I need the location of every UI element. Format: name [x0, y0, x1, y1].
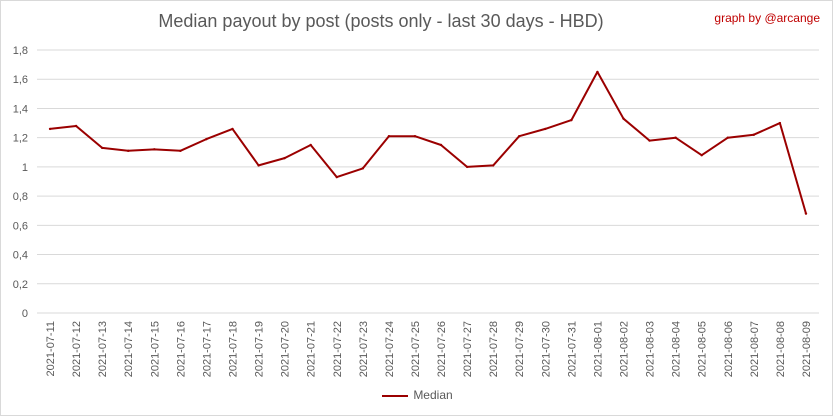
data-point: [387, 135, 391, 138]
chart-title: Median payout by post (posts only - last…: [158, 11, 604, 31]
x-tick-label: 2021-07-18: [228, 321, 240, 377]
x-tick-label: 2021-08-02: [619, 321, 631, 377]
data-point: [439, 143, 443, 147]
data-point: [700, 154, 703, 157]
x-tick-label: 2021-07-14: [123, 321, 135, 377]
x-tick-label: 2021-07-15: [149, 321, 161, 377]
data-point: [257, 164, 260, 167]
data-point: [752, 133, 756, 136]
data-point: [570, 118, 573, 122]
series-layer: [48, 70, 808, 215]
data-point: [674, 136, 677, 139]
credit-label: graph by @arcange: [714, 11, 820, 25]
y-tick-label: 1: [22, 162, 28, 174]
data-point: [518, 135, 521, 138]
x-tick-label: 2021-07-27: [462, 321, 474, 377]
y-axis: 0 0,2 0,4 0,6 0,8 1 1,2 1,4 1,6 1,8: [13, 45, 28, 320]
y-tick-label: 0: [22, 308, 28, 320]
x-tick-label: 2021-07-24: [384, 321, 396, 377]
x-tick-label: 2021-07-22: [332, 321, 344, 377]
legend: Median: [1, 388, 832, 402]
legend-swatch-median: [382, 394, 409, 397]
y-tick-label: 1,2: [13, 133, 28, 145]
x-tick-label: 2021-07-23: [358, 321, 370, 377]
series-line-median: [49, 70, 807, 214]
x-axis: 2021-07-11 2021-07-12 2021-07-13 2021-07-14…: [37, 312, 819, 377]
data-point: [465, 165, 469, 169]
x-tick-label: 2021-07-21: [306, 321, 318, 377]
data-point: [231, 127, 234, 131]
x-tick-label: 2021-07-30: [540, 321, 552, 377]
x-tick-label: 2021-07-28: [488, 321, 500, 377]
data-point: [335, 175, 338, 179]
y-tick-label: 1,4: [13, 103, 28, 115]
x-tick-label: 2021-07-17: [201, 321, 213, 377]
x-tick-label: 2021-08-08: [775, 321, 787, 377]
data-point: [778, 121, 782, 125]
data-point: [74, 124, 78, 128]
data-point: [100, 146, 104, 150]
legend-label-median: Median: [413, 388, 453, 402]
data-point: [361, 167, 365, 170]
x-tick-label: 2021-07-31: [566, 321, 578, 377]
x-tick-label: 2021-07-12: [71, 321, 83, 377]
data-point: [622, 117, 625, 120]
y-tick-label: 1,8: [13, 45, 28, 57]
data-point: [153, 148, 156, 151]
data-point: [179, 149, 182, 153]
x-tick-label: 2021-08-03: [645, 321, 657, 377]
y-tick-label: 1,6: [13, 74, 28, 86]
data-point: [726, 136, 729, 139]
y-tick-label: 0,8: [13, 191, 28, 203]
x-tick-label: 2021-07-20: [280, 321, 292, 377]
x-tick-label: 2021-08-09: [801, 321, 813, 377]
data-point: [413, 135, 417, 138]
x-tick-label: 2021-08-06: [723, 321, 735, 377]
y-tick-label: 0,2: [13, 279, 28, 291]
x-tick-label: 2021-08-01: [592, 321, 604, 377]
data-point: [127, 149, 130, 153]
y-tick-label: 0,4: [13, 250, 28, 262]
x-tick-label: 2021-07-25: [410, 321, 422, 377]
data-point: [804, 212, 808, 215]
x-tick-label: 2021-07-26: [436, 321, 448, 377]
x-tick-label: 2021-07-19: [254, 321, 266, 377]
data-point: [491, 164, 495, 167]
x-tick-label: 2021-07-11: [45, 321, 57, 376]
x-tick-label: 2021-08-05: [697, 321, 709, 377]
data-point: [48, 127, 52, 131]
data-point: [596, 70, 599, 74]
data-point: [205, 137, 208, 141]
x-tick-label: 2021-07-16: [175, 321, 187, 377]
y-tick-label: 0,6: [13, 220, 28, 232]
data-point: [309, 143, 312, 147]
x-tick-label: 2021-07-13: [97, 321, 109, 377]
gridlines: [37, 49, 819, 314]
data-point: [648, 139, 651, 142]
data-point: [544, 127, 547, 131]
x-tick-label: 2021-08-07: [749, 321, 761, 377]
data-point: [283, 156, 286, 160]
x-tick-label: 2021-08-04: [671, 321, 683, 377]
x-tick-label: 2021-07-29: [514, 321, 526, 377]
